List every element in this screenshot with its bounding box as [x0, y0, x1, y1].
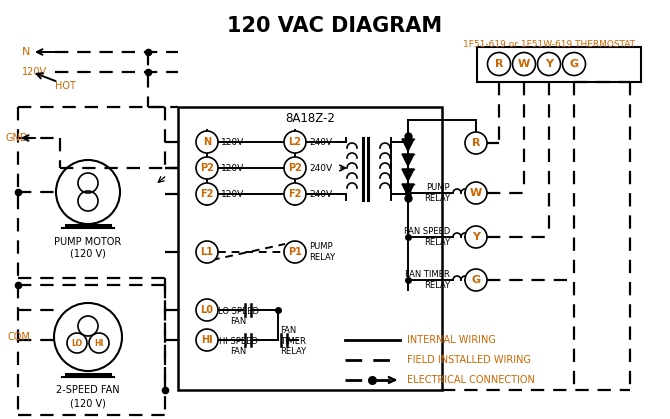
Text: 1F51-619 or 1F51W-619 THERMOSTAT: 1F51-619 or 1F51W-619 THERMOSTAT — [463, 40, 635, 49]
Text: G: G — [472, 275, 480, 285]
Text: G: G — [570, 59, 579, 69]
Circle shape — [284, 131, 306, 153]
Circle shape — [284, 241, 306, 263]
Circle shape — [196, 299, 218, 321]
Circle shape — [465, 226, 487, 248]
Circle shape — [284, 157, 306, 179]
Text: FIELD INSTALLED WIRING: FIELD INSTALLED WIRING — [407, 355, 531, 365]
Polygon shape — [402, 154, 414, 166]
Text: (120 V): (120 V) — [70, 398, 106, 408]
Text: Y: Y — [545, 59, 553, 69]
Text: Y: Y — [472, 232, 480, 242]
Text: 120V: 120V — [221, 163, 245, 173]
Text: N: N — [203, 137, 211, 147]
Text: PUMP
RELAY: PUMP RELAY — [309, 242, 335, 262]
Polygon shape — [402, 184, 414, 196]
Text: 2-SPEED FAN: 2-SPEED FAN — [56, 385, 120, 395]
Text: (120 V): (120 V) — [70, 249, 106, 259]
Text: R: R — [494, 59, 503, 69]
Text: 240V: 240V — [309, 189, 332, 199]
Text: PUMP
RELAY: PUMP RELAY — [424, 183, 450, 203]
Circle shape — [563, 52, 586, 75]
Text: L2: L2 — [289, 137, 302, 147]
Text: FAN SPEED
RELAY: FAN SPEED RELAY — [404, 227, 450, 247]
Text: HOT: HOT — [55, 81, 76, 91]
Text: COM: COM — [8, 332, 31, 342]
Circle shape — [196, 157, 218, 179]
Text: FAN
TIMER
RELAY: FAN TIMER RELAY — [280, 326, 306, 356]
Text: FAN TIMER
RELAY: FAN TIMER RELAY — [405, 270, 450, 290]
Text: 120V: 120V — [221, 189, 245, 199]
Text: W: W — [470, 188, 482, 198]
Text: 120V: 120V — [22, 67, 47, 77]
Text: P2: P2 — [288, 163, 302, 173]
Circle shape — [284, 183, 306, 205]
Text: F2: F2 — [200, 189, 214, 199]
Circle shape — [465, 182, 487, 204]
Bar — [178, 107, 442, 390]
Circle shape — [196, 131, 218, 153]
Polygon shape — [402, 139, 414, 151]
Text: L0: L0 — [200, 305, 214, 315]
Circle shape — [196, 183, 218, 205]
Text: HI: HI — [201, 335, 213, 345]
Text: PUMP MOTOR: PUMP MOTOR — [54, 237, 122, 247]
Bar — [477, 47, 641, 82]
Polygon shape — [402, 169, 414, 181]
Text: R: R — [472, 138, 480, 148]
Text: 120 VAC DIAGRAM: 120 VAC DIAGRAM — [227, 16, 443, 36]
Text: LO SPEED
FAN: LO SPEED FAN — [218, 307, 259, 326]
Text: L1: L1 — [200, 247, 214, 257]
Text: F2: F2 — [288, 189, 302, 199]
Text: INTERNAL WIRING: INTERNAL WIRING — [407, 335, 496, 345]
Text: 240V: 240V — [309, 163, 332, 173]
Text: HI: HI — [94, 339, 104, 347]
Circle shape — [465, 132, 487, 154]
Circle shape — [465, 269, 487, 291]
Text: P2: P2 — [200, 163, 214, 173]
Circle shape — [196, 329, 218, 351]
Text: 8A18Z-2: 8A18Z-2 — [285, 112, 335, 125]
Text: W: W — [518, 59, 530, 69]
Text: HI SPEED
FAN: HI SPEED FAN — [218, 336, 257, 356]
Text: ELECTRICAL CONNECTION: ELECTRICAL CONNECTION — [407, 375, 535, 385]
Circle shape — [196, 241, 218, 263]
Circle shape — [488, 52, 511, 75]
Text: 120V: 120V — [221, 137, 245, 147]
Text: LO: LO — [72, 339, 82, 347]
Circle shape — [513, 52, 535, 75]
Text: 240V: 240V — [309, 137, 332, 147]
Text: P1: P1 — [288, 247, 302, 257]
Text: N: N — [22, 47, 30, 57]
Text: GND: GND — [5, 133, 27, 143]
Circle shape — [537, 52, 561, 75]
